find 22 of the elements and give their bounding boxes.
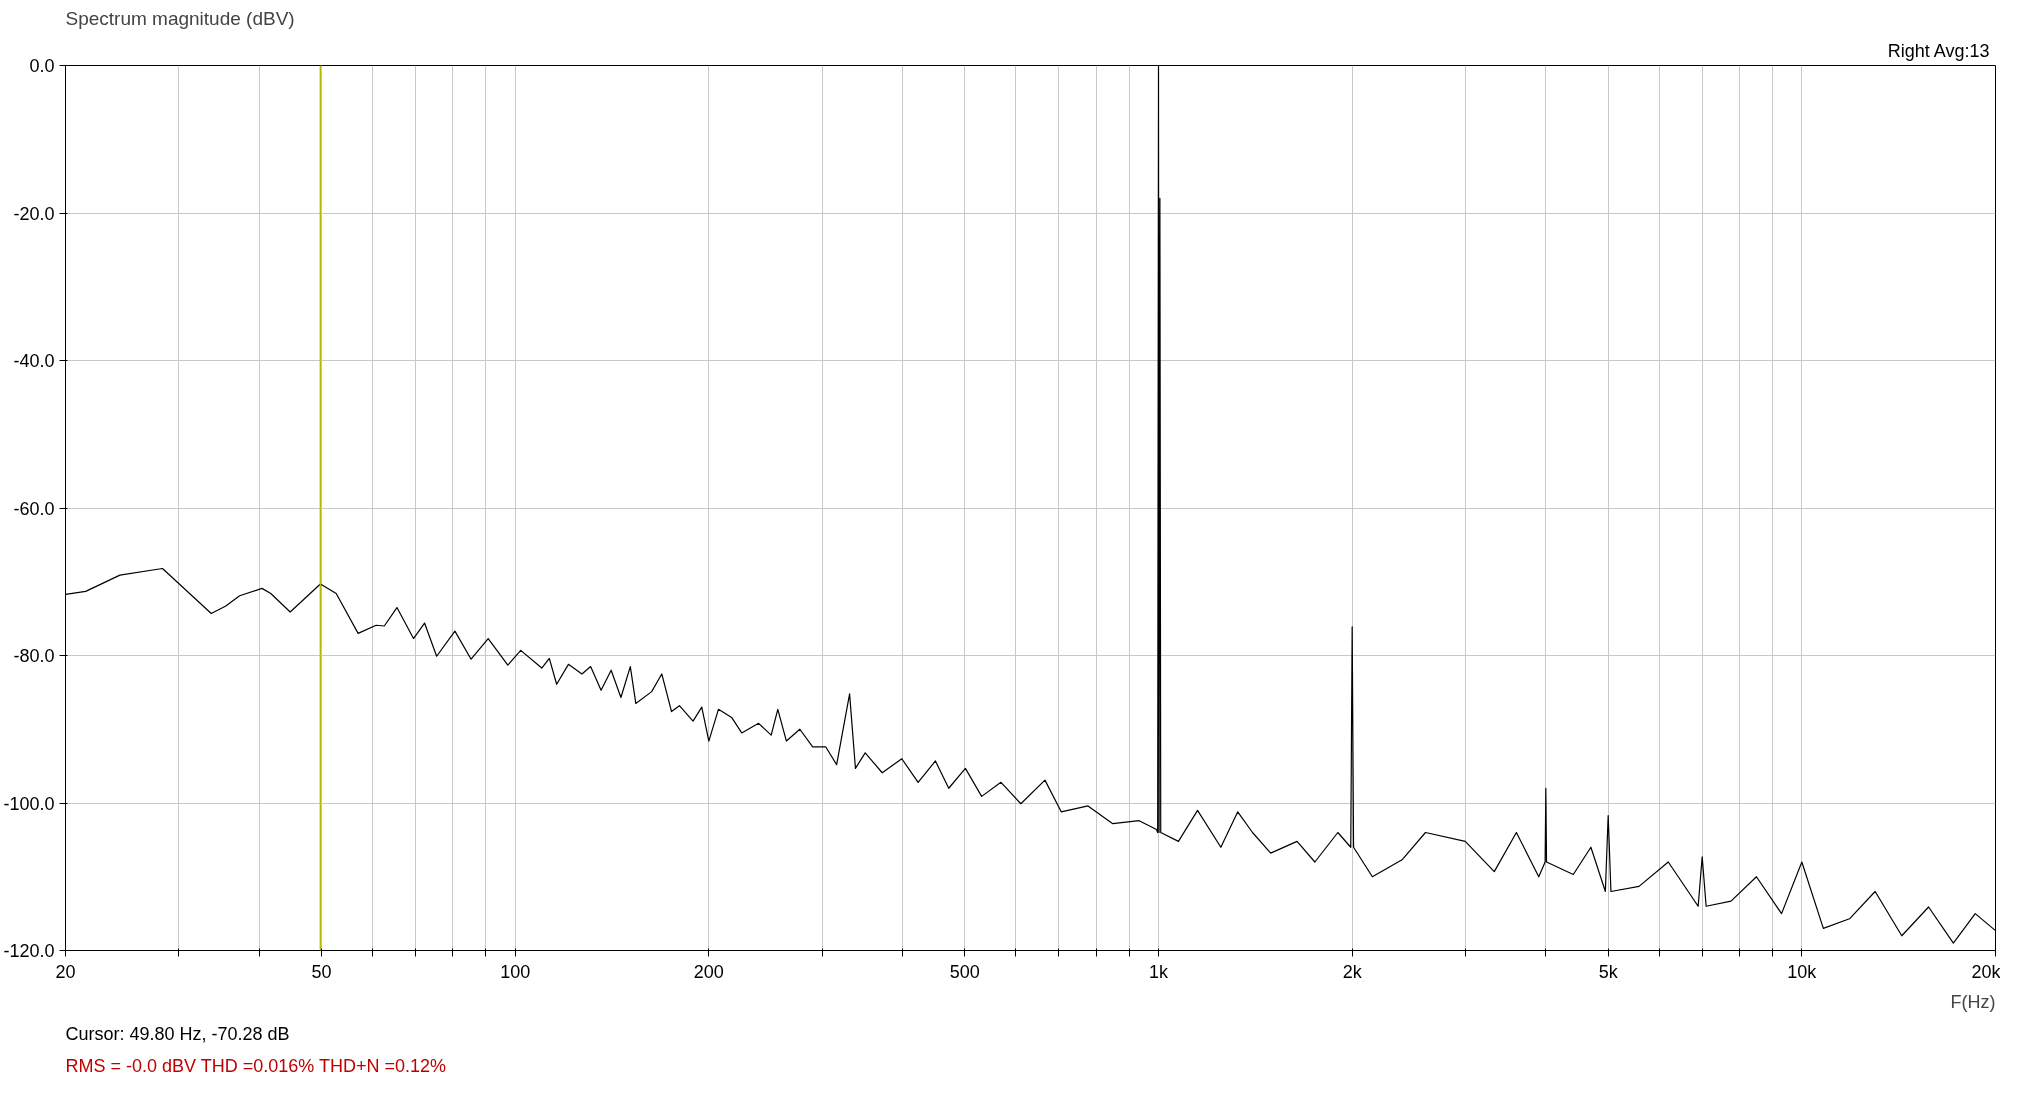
x-tick-label: 200 xyxy=(693,961,724,982)
x-tick-label: 20 xyxy=(55,961,76,982)
x-tick-label: 1k xyxy=(1149,961,1170,982)
y-tick-label: -80.0 xyxy=(13,646,55,666)
x-tick-label: 100 xyxy=(500,961,531,982)
x-tick-label: 20k xyxy=(1971,961,2002,982)
y-tick-label: 0.0 xyxy=(29,56,55,76)
y-tick-label: -60.0 xyxy=(13,498,55,519)
x-tick-label: 2k xyxy=(1342,961,1363,982)
x-tick-label: 500 xyxy=(949,961,980,982)
text: Right Avg:13 xyxy=(1887,40,1990,61)
x-tick-label: 10k xyxy=(1787,961,1818,982)
x-tick-label: 5k xyxy=(1598,961,1619,982)
text: RMS = -0.0 dBV THD =0.016% THD+N =0.12% xyxy=(65,1055,447,1076)
chart-title: Spectrum magnitude (dBV) xyxy=(65,7,295,29)
text: Cursor: 49.80 Hz, -70.28 dB xyxy=(65,1023,290,1044)
x-tick-label: 50 xyxy=(311,961,332,982)
y-tick-label: -100.0 xyxy=(3,793,55,814)
y-tick-label: -20.0 xyxy=(13,203,55,224)
y-tick-label: -120.0 xyxy=(3,941,55,961)
y-tick-label: -40.0 xyxy=(13,351,55,371)
x-axis-title: F(Hz) xyxy=(1950,991,1996,1012)
